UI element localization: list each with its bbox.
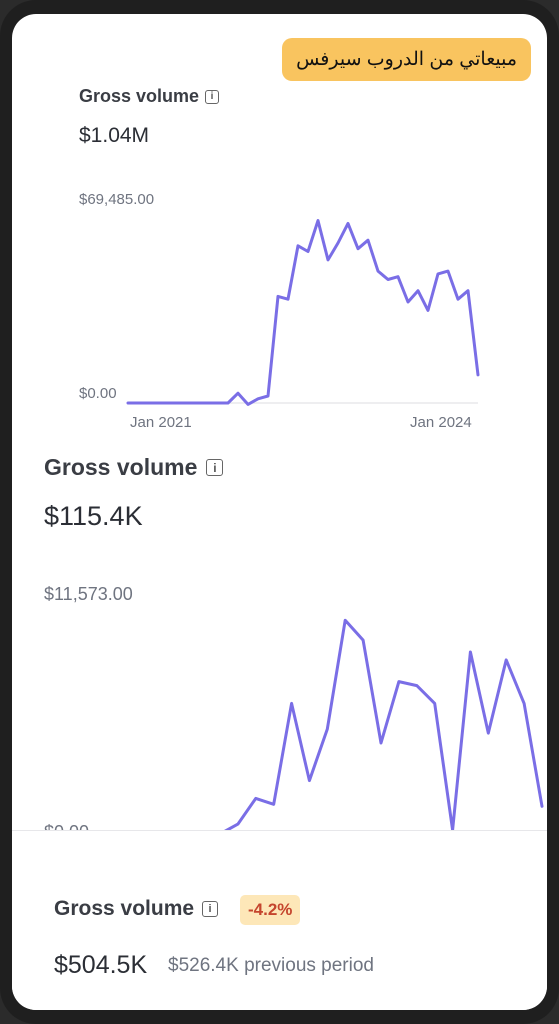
previous-period-text: $526.4K previous period xyxy=(168,955,374,976)
card2-title-row: Gross volume i xyxy=(44,454,224,481)
card1-title-row: Gross volume i xyxy=(79,86,220,107)
card1-x-start-label: Jan 2021 xyxy=(130,414,192,431)
card1-amount: $1.04M xyxy=(79,124,150,147)
card3-amount: $504.5K xyxy=(54,951,148,979)
change-badge: -4.2% xyxy=(240,895,301,925)
card1-y-max-label: $69,485.00 xyxy=(79,191,155,208)
bottom-summary-panel: Gross volume i -4.2% $504.5K $526.4K pre… xyxy=(12,830,547,1010)
card1-x-end-label: Jan 2024 xyxy=(410,414,472,431)
overlay-label-badge: مبيعاتي من الدروب سيرفس xyxy=(282,38,531,81)
info-icon[interactable]: i xyxy=(205,89,220,104)
card1-title: Gross volume xyxy=(79,86,200,106)
card1-series-line xyxy=(126,219,480,406)
info-icon[interactable]: i xyxy=(206,459,224,476)
info-icon[interactable]: i xyxy=(202,901,219,917)
card3-title-row: Gross volume i xyxy=(54,897,219,921)
card2-series-line xyxy=(218,618,544,836)
charts-svg xyxy=(126,219,544,836)
card2-y-max-label: $11,573.00 xyxy=(44,584,133,604)
card2-amount: $115.4K xyxy=(44,501,143,531)
screen: مبيعاتي من الدروب سيرفس Gross volume i $… xyxy=(12,14,547,1010)
card1-y-min-label: $0.00 xyxy=(79,385,117,402)
card3-title: Gross volume xyxy=(54,897,195,920)
card2-title: Gross volume xyxy=(44,454,198,480)
